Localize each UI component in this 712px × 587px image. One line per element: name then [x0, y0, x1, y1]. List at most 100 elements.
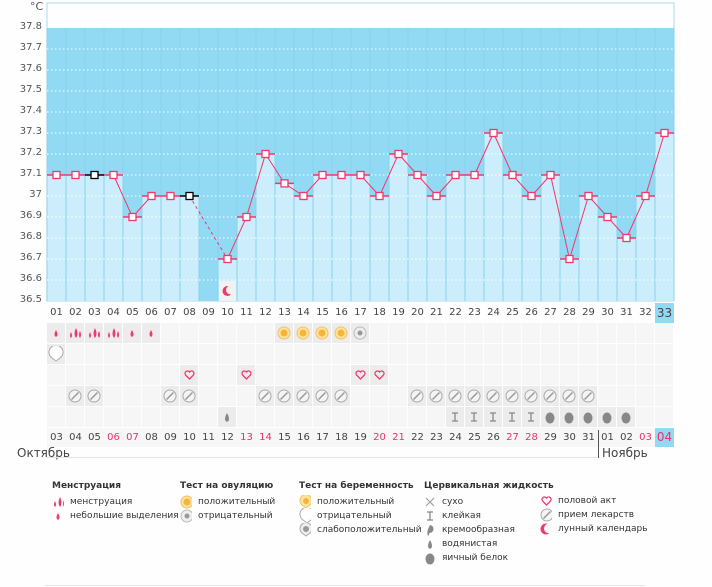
cell-medication[interactable] — [617, 386, 635, 406]
cell-cervical[interactable] — [256, 407, 274, 427]
cell-pregnancy[interactable] — [104, 344, 122, 364]
cell-cervical[interactable] — [541, 407, 559, 427]
cell-cervical[interactable] — [161, 407, 179, 427]
cell-menstruation[interactable] — [408, 323, 426, 343]
cycle-day-label[interactable]: 20 — [411, 307, 424, 318]
cell-menstruation[interactable] — [294, 323, 312, 343]
cycle-day-label[interactable]: 08 — [183, 307, 196, 318]
cell-menstruation[interactable] — [85, 323, 103, 343]
cycle-day-label[interactable]: 18 — [373, 307, 386, 318]
cell-cervical[interactable] — [465, 407, 483, 427]
cell-intercourse[interactable] — [66, 365, 84, 385]
cell-medication[interactable] — [427, 386, 445, 406]
cell-medication[interactable] — [408, 386, 426, 406]
cycle-day-label[interactable]: 29 — [582, 307, 595, 318]
cell-cervical[interactable] — [351, 407, 369, 427]
cell-menstruation[interactable] — [617, 323, 635, 343]
cell-intercourse[interactable] — [123, 365, 141, 385]
cycle-day-label[interactable]: 30 — [601, 307, 614, 318]
cell-cervical[interactable] — [123, 407, 141, 427]
cell-menstruation[interactable] — [579, 323, 597, 343]
cycle-day-label[interactable]: 26 — [525, 307, 538, 318]
cycle-day-label[interactable]: 02 — [69, 307, 82, 318]
cell-pregnancy[interactable] — [313, 344, 331, 364]
cycle-day-label[interactable]: 16 — [335, 307, 348, 318]
cell-pregnancy[interactable] — [503, 344, 521, 364]
cell-cervical[interactable] — [142, 407, 160, 427]
cell-medication[interactable] — [180, 386, 198, 406]
cell-cervical[interactable] — [522, 407, 540, 427]
cell-menstruation[interactable] — [161, 323, 179, 343]
cell-intercourse[interactable] — [180, 365, 198, 385]
cell-medication[interactable] — [313, 386, 331, 406]
cell-cervical[interactable] — [313, 407, 331, 427]
cell-pregnancy[interactable] — [294, 344, 312, 364]
cycle-day-label[interactable]: 13 — [278, 307, 291, 318]
cell-cervical[interactable] — [85, 407, 103, 427]
cell-pregnancy[interactable] — [332, 344, 350, 364]
cell-intercourse[interactable] — [484, 365, 502, 385]
cell-medication[interactable] — [560, 386, 578, 406]
cell-menstruation[interactable] — [560, 323, 578, 343]
cell-pregnancy[interactable] — [142, 344, 160, 364]
cell-pregnancy[interactable] — [66, 344, 84, 364]
cycle-day-label[interactable]: 33 — [655, 303, 674, 323]
cell-pregnancy[interactable] — [484, 344, 502, 364]
cycle-day-label[interactable]: 11 — [240, 307, 253, 318]
cell-menstruation[interactable] — [446, 323, 464, 343]
cell-intercourse[interactable] — [427, 365, 445, 385]
cell-medication[interactable] — [85, 386, 103, 406]
cell-menstruation[interactable] — [370, 323, 388, 343]
cycle-day-label[interactable]: 17 — [354, 307, 367, 318]
cell-intercourse[interactable] — [104, 365, 122, 385]
cell-pregnancy[interactable] — [598, 344, 616, 364]
cycle-day-label[interactable]: 25 — [506, 307, 519, 318]
cell-intercourse[interactable] — [161, 365, 179, 385]
cell-cervical[interactable] — [199, 407, 217, 427]
cell-medication[interactable] — [389, 386, 407, 406]
cycle-day-label[interactable]: 14 — [297, 307, 310, 318]
cell-cervical[interactable] — [560, 407, 578, 427]
cell-medication[interactable] — [123, 386, 141, 406]
cell-medication[interactable] — [446, 386, 464, 406]
cell-medication[interactable] — [199, 386, 217, 406]
cell-menstruation[interactable] — [66, 323, 84, 343]
cell-pregnancy[interactable] — [47, 344, 65, 364]
cell-menstruation[interactable] — [351, 323, 369, 343]
cell-medication[interactable] — [142, 386, 160, 406]
cycle-day-label[interactable]: 27 — [544, 307, 557, 318]
cell-cervical[interactable] — [275, 407, 293, 427]
cell-pregnancy[interactable] — [85, 344, 103, 364]
cell-medication[interactable] — [294, 386, 312, 406]
cell-cervical[interactable] — [104, 407, 122, 427]
cell-intercourse[interactable] — [199, 365, 217, 385]
cell-intercourse[interactable] — [47, 365, 65, 385]
cell-medication[interactable] — [104, 386, 122, 406]
cell-intercourse[interactable] — [465, 365, 483, 385]
cell-menstruation[interactable] — [465, 323, 483, 343]
cell-medication[interactable] — [541, 386, 559, 406]
cell-medication[interactable] — [218, 386, 236, 406]
cell-pregnancy[interactable] — [237, 344, 255, 364]
cell-medication[interactable] — [370, 386, 388, 406]
cell-cervical[interactable] — [617, 407, 635, 427]
cell-menstruation[interactable] — [256, 323, 274, 343]
cell-medication[interactable] — [655, 386, 673, 406]
cell-menstruation[interactable] — [484, 323, 502, 343]
cell-intercourse[interactable] — [541, 365, 559, 385]
cell-cervical[interactable] — [332, 407, 350, 427]
cell-cervical[interactable] — [484, 407, 502, 427]
cell-pregnancy[interactable] — [256, 344, 274, 364]
cell-menstruation[interactable] — [104, 323, 122, 343]
cell-menstruation[interactable] — [389, 323, 407, 343]
cell-medication[interactable] — [66, 386, 84, 406]
cell-pregnancy[interactable] — [161, 344, 179, 364]
cell-intercourse[interactable] — [370, 365, 388, 385]
cell-intercourse[interactable] — [313, 365, 331, 385]
cell-cervical[interactable] — [47, 407, 65, 427]
cell-menstruation[interactable] — [522, 323, 540, 343]
cycle-day-label[interactable]: 24 — [487, 307, 500, 318]
cell-cervical[interactable] — [294, 407, 312, 427]
cell-menstruation[interactable] — [598, 323, 616, 343]
cell-menstruation[interactable] — [503, 323, 521, 343]
